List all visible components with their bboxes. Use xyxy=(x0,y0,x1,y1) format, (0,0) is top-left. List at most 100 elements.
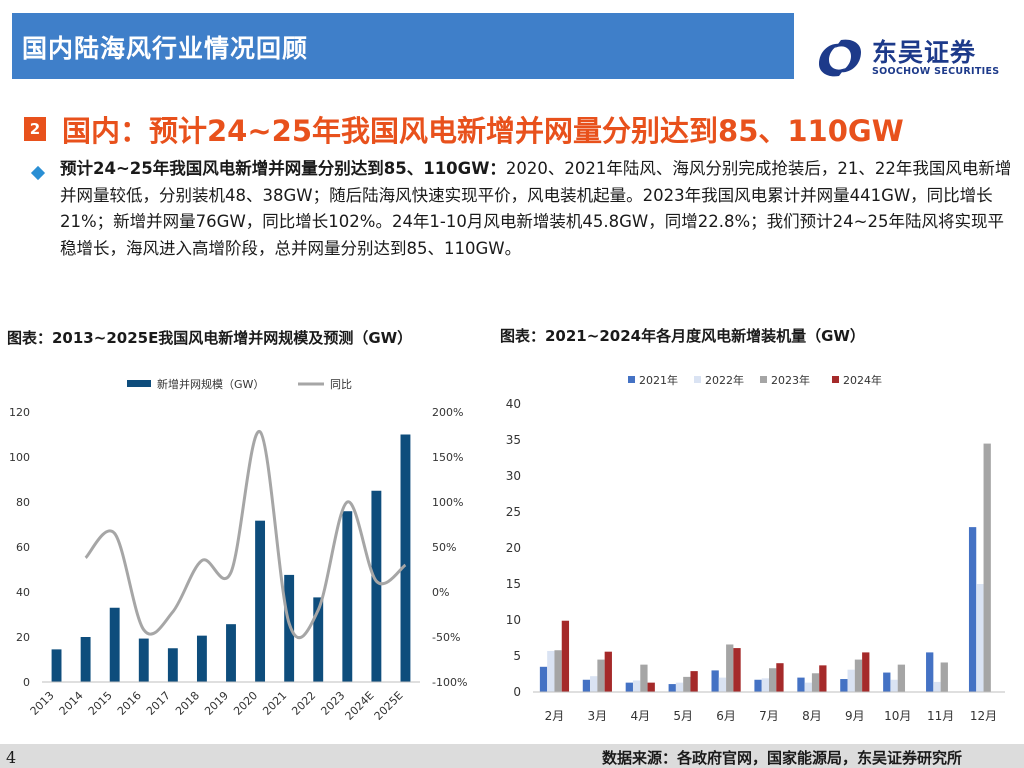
chart2-bar xyxy=(940,662,948,692)
chart2-legend-swatch xyxy=(760,376,767,383)
chart2-ytick: 15 xyxy=(506,577,521,591)
chart1-xtick: 2017 xyxy=(144,689,173,718)
chart2-bar xyxy=(683,676,691,692)
chart2-title: 图表：2021~2024年各月度风电新增装机量（GW） xyxy=(500,327,865,345)
chart1-xtick: 2024E xyxy=(343,689,377,723)
chart1-ytick-right: -100% xyxy=(432,676,467,689)
chart2-bar xyxy=(819,665,827,692)
chart2-legend-label: 2021年 xyxy=(639,373,678,387)
chart2-bar xyxy=(625,682,633,692)
chart2-xtick: 9月 xyxy=(845,709,865,723)
chart2-bar xyxy=(840,679,848,692)
chart2-ytick: 30 xyxy=(506,469,521,483)
chart2-bar xyxy=(690,671,698,692)
section-number-badge: 2 xyxy=(24,117,46,141)
chart2-legend-label: 2024年 xyxy=(843,373,882,387)
chart1-ytick-left: 0 xyxy=(23,676,30,689)
chart1-bar xyxy=(371,490,382,682)
chart2-ytick: 5 xyxy=(513,649,521,663)
chart2-bar xyxy=(754,679,762,692)
chart1-title: 图表：2013~2025E我国风电新增并网规模及预测（GW） xyxy=(7,329,413,347)
chart1-ytick-left: 80 xyxy=(16,496,30,509)
chart2-legend-label: 2022年 xyxy=(705,373,744,387)
chart1-ytick-right: 150% xyxy=(432,451,463,464)
chart2-bar xyxy=(862,652,870,692)
chart2-ytick: 35 xyxy=(506,433,521,447)
chart1-xtick: 2016 xyxy=(115,689,144,718)
legend-label-line: 同比 xyxy=(330,378,352,391)
page-title: 国内陆海风行业情况回顾 xyxy=(22,34,309,63)
chart2-bar xyxy=(554,650,562,692)
data-source: 数据来源：各政府官网，国家能源局，东吴证券研究所 xyxy=(602,749,963,767)
chart2-bar xyxy=(597,659,605,692)
chart2-bar xyxy=(890,679,898,692)
chart2-bar xyxy=(933,681,941,692)
chart1-xtick: 2020 xyxy=(231,689,260,718)
chart2-bar xyxy=(847,669,855,692)
chart2-bar xyxy=(926,652,934,692)
chart2-bar xyxy=(604,651,612,692)
title-band xyxy=(12,13,794,79)
chart2-bar xyxy=(675,682,684,692)
diamond-bullet-icon xyxy=(30,165,46,181)
chart2-xtick: 3月 xyxy=(588,709,608,723)
brand-name-cn: 东吴证券 xyxy=(872,38,977,67)
chart2-bar xyxy=(854,659,863,692)
chart1-ytick-left: 120 xyxy=(9,406,30,419)
soochow-logo-icon xyxy=(819,39,861,77)
chart2-legend-swatch xyxy=(628,376,635,383)
chart1-yoy-line xyxy=(84,430,407,640)
chart2-bar xyxy=(547,650,555,692)
chart1-bar xyxy=(400,434,411,682)
chart1-bar xyxy=(313,597,324,682)
chart1-bar xyxy=(196,635,207,682)
chart2-xtick: 4月 xyxy=(630,709,650,723)
chart2-bar xyxy=(976,584,984,692)
chart1-ytick-right: 200% xyxy=(432,406,463,419)
chart2-ytick: 0 xyxy=(513,685,521,699)
chart2-bar xyxy=(582,679,591,692)
chart2-xtick: 12月 xyxy=(970,709,997,723)
chart1-xtick: 2014 xyxy=(57,689,86,718)
chart1-xtick: 2025E xyxy=(372,689,406,723)
chart2-bar xyxy=(968,527,977,692)
chart1-ytick-left: 100 xyxy=(9,451,30,464)
section-heading: 国内：预计24~25年我国风电新增并网量分别达到85、110GW xyxy=(62,114,904,148)
chart2-bar xyxy=(897,664,906,692)
chart1-xtick: 2022 xyxy=(289,689,318,718)
legend-swatch-bar xyxy=(127,380,151,387)
summary-paragraph: 预计24~25年我国风电新增并网量分别达到85、110GW：2020、2021年… xyxy=(60,156,1020,262)
chart1-bar xyxy=(109,607,120,682)
chart1-ytick-left: 40 xyxy=(16,586,30,599)
chart1-bar xyxy=(138,638,149,682)
chart2-legend-swatch xyxy=(694,376,701,383)
chart2-ytick: 20 xyxy=(506,541,521,555)
chart2-bar xyxy=(733,648,741,692)
chart2-bar xyxy=(983,443,991,692)
legend-label-bar: 新增并网规模（GW） xyxy=(157,377,264,391)
chart2-bar xyxy=(711,670,719,692)
chart2-legend-label: 2023年 xyxy=(771,373,810,387)
chart1-bar xyxy=(51,649,62,682)
chart2-bar xyxy=(797,677,805,692)
chart2-bar xyxy=(804,682,812,692)
chart1-ytick-right: 100% xyxy=(432,496,463,509)
chart2-bar xyxy=(632,680,641,692)
chart2-xtick: 2月 xyxy=(545,709,565,723)
chart1-xtick: 2015 xyxy=(86,689,115,718)
chart1-legend: 新增并网规模（GW） 同比 xyxy=(127,377,352,391)
chart1-xtick: 2021 xyxy=(260,689,289,718)
chart1-bar xyxy=(284,574,295,682)
chart1-xtick: 2019 xyxy=(202,689,231,718)
chart2-xtick: 5月 xyxy=(673,709,693,723)
chart2-bar xyxy=(668,684,676,692)
chart2-bar xyxy=(640,664,648,692)
chart2-legend: 2021年 2022年 2023年 2024年 xyxy=(628,373,882,387)
chart2-bar xyxy=(718,677,727,692)
chart2-bar xyxy=(811,673,820,692)
chart2-legend-swatch xyxy=(832,376,839,383)
chart1-ytick-left: 20 xyxy=(16,631,30,644)
footer-bar xyxy=(0,744,1024,768)
chart-annual-grid-additions: 新增并网规模（GW） 同比 0 20 40 60 80 100 120 -100% -50% 0%… xyxy=(9,377,467,723)
chart1-bar xyxy=(80,637,91,682)
